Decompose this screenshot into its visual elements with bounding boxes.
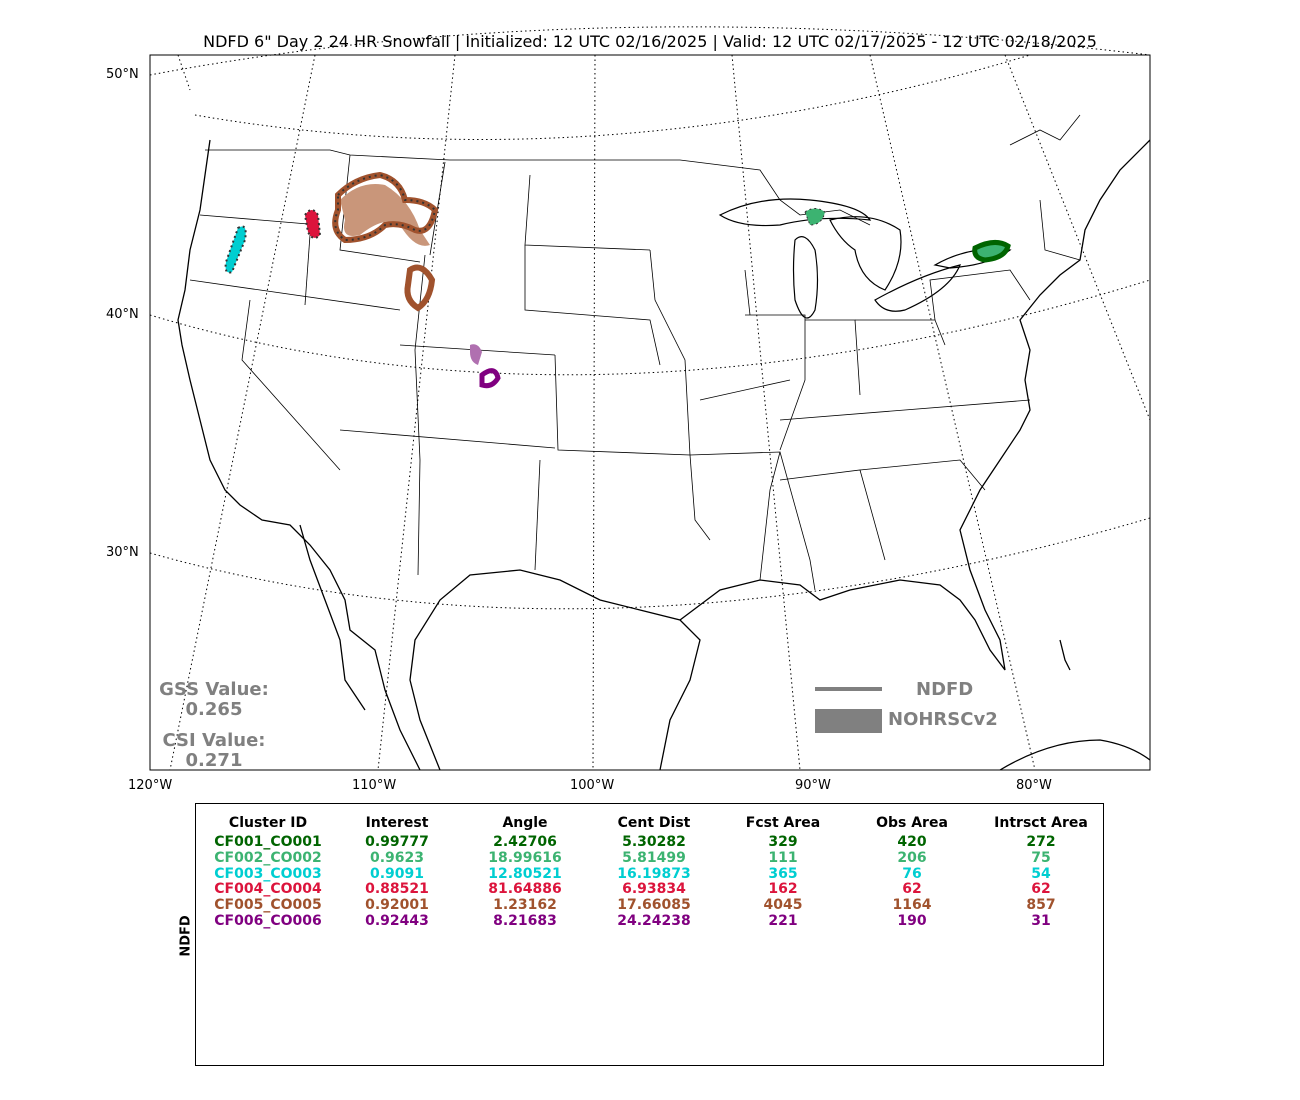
table-cell-angle: 8.21683 <box>493 913 557 929</box>
map-title: NDFD 6" Day 2 24 HR Snowfall | Initializ… <box>203 32 1097 51</box>
lon-label-110: 110°W <box>352 778 397 793</box>
table-cell-cent-dist: 5.30282 <box>622 834 686 850</box>
table-cell-interest: 0.92001 <box>365 897 429 914</box>
csi-label: CSI Value: <box>162 730 266 751</box>
col-header-fcst-area: Fcst Area <box>745 815 821 831</box>
table-side-label: NDFD <box>178 915 194 957</box>
table-cell-cent-dist: 24.24238 <box>617 913 691 929</box>
table-cell-interest: 0.88521 <box>365 881 429 898</box>
snowfall-map <box>149 26 1151 771</box>
table-cell-cent-dist: 16.19873 <box>617 865 691 882</box>
table-cell-fcst-area: 329 <box>768 834 798 850</box>
table-cell-fcst-area: 365 <box>768 865 798 882</box>
gss-label: GSS Value: <box>159 679 269 700</box>
legend-observed-label: NOHRSCv2 <box>888 709 998 730</box>
cluster-cf003-forecast <box>224 225 247 274</box>
cluster-cf005-south <box>404 264 436 312</box>
table-cell-cent-dist: 17.66085 <box>617 897 691 914</box>
col-header-angle: Angle <box>502 815 548 831</box>
lat-label-40: 40°N <box>106 307 139 322</box>
table-cell-angle: 12.80521 <box>488 865 562 882</box>
table-cell-cluster-id: CF002_CO002 <box>214 849 322 866</box>
lon-label-80: 80°W <box>1016 778 1052 793</box>
table-cell-interest: 0.9623 <box>369 849 425 866</box>
table-cell-cluster-id: CF005_CO005 <box>214 897 322 914</box>
table-cell-angle: 1.23162 <box>493 897 557 914</box>
great-lakes <box>718 198 1012 319</box>
table-cell-interest: 0.92443 <box>365 913 429 929</box>
col-header-cent-dist: Cent Dist <box>617 815 691 831</box>
table-cell-cluster-id: CF003_CO003 <box>214 865 322 882</box>
csi-value: 0.271 <box>185 750 243 771</box>
cluster-cf005-forecast <box>332 171 439 244</box>
lat-label-50: 50°N <box>106 67 139 82</box>
table-cell-obs-area: 206 <box>897 849 927 866</box>
cluster-cf006-observed <box>470 344 482 365</box>
table-cell-fcst-area: 162 <box>768 881 798 898</box>
table-cell-obs-area: 190 <box>897 913 927 929</box>
table-cell-cluster-id: CF004_CO004 <box>214 881 322 898</box>
table-cell-fcst-area: 4045 <box>763 897 803 914</box>
coastlines <box>177 139 1151 771</box>
table-cell-obs-area: 76 <box>902 865 922 882</box>
cluster-table <box>195 803 1104 1066</box>
table-cell-intrsct-area: 62 <box>1031 881 1051 898</box>
graticule <box>149 26 1151 771</box>
cluster-cf001-forecast <box>972 240 1011 263</box>
table-cell-intrsct-area: 272 <box>1026 834 1056 850</box>
table-cell-cluster-id: CF001_CO001 <box>214 834 322 850</box>
table-cell-intrsct-area: 54 <box>1031 865 1051 882</box>
cluster-cf004-forecast <box>303 209 322 239</box>
lon-label-120: 120°W <box>128 778 173 793</box>
table-cell-obs-area: 62 <box>902 881 922 898</box>
table-cell-interest: 0.9091 <box>369 865 425 882</box>
table-cell-fcst-area: 111 <box>768 849 798 866</box>
cluster-cf005-observed <box>340 184 430 246</box>
cluster-objects <box>224 171 1011 389</box>
col-header-intrsct-area: Intrsct Area <box>994 815 1088 831</box>
table-cell-angle: 18.99616 <box>488 849 562 866</box>
table-cell-cluster-id: CF006_CO006 <box>214 913 322 929</box>
table-cell-intrsct-area: 857 <box>1026 897 1056 914</box>
table-cell-intrsct-area: 31 <box>1031 913 1051 929</box>
table-cell-cent-dist: 5.81499 <box>622 849 686 866</box>
legend-observed-swatch <box>815 709 882 733</box>
legend-forecast-label: NDFD <box>916 679 974 700</box>
lon-label-90: 90°W <box>795 778 831 793</box>
cluster-cf006-forecast <box>479 368 501 389</box>
lat-label-30: 30°N <box>106 545 139 560</box>
table-cell-angle: 81.64886 <box>488 881 562 898</box>
table-cell-angle: 2.42706 <box>493 834 557 850</box>
state-borders <box>189 114 1081 591</box>
table-cell-obs-area: 420 <box>897 834 927 850</box>
table-cell-fcst-area: 221 <box>768 913 798 929</box>
gss-value: 0.265 <box>185 699 243 720</box>
lon-label-100: 100°W <box>570 778 615 793</box>
table-cell-interest: 0.99777 <box>365 834 429 850</box>
cluster-cf002-observed <box>804 208 826 226</box>
table-cell-obs-area: 1164 <box>892 897 932 914</box>
col-header-obs-area: Obs Area <box>876 815 948 831</box>
table-cell-cent-dist: 6.93834 <box>622 881 686 898</box>
col-header-cluster-id: Cluster ID <box>228 815 308 831</box>
col-header-interest: Interest <box>365 815 429 831</box>
map-frame <box>149 54 1151 771</box>
table-cell-intrsct-area: 75 <box>1031 849 1051 866</box>
